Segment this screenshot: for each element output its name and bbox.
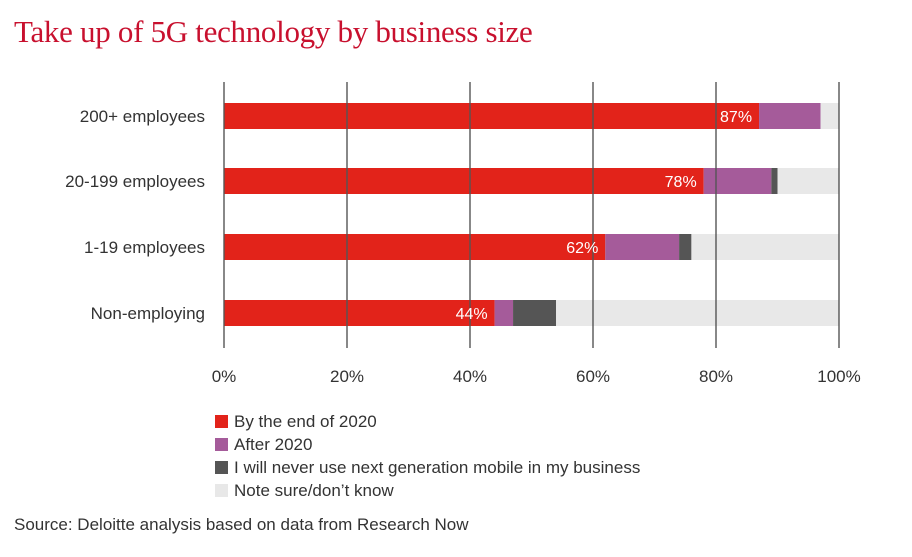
bar-20-199-employees-after-2020 (703, 168, 772, 194)
legend-label: I will never use next generation mobile … (234, 457, 641, 477)
labels-layer: 200+ employees 87% 20-199 employees 78% 1-19… (65, 107, 861, 386)
data-label-200-employees: 87% (720, 109, 752, 126)
bar-non-employing-i-will-never-use-next-generation-mobile-in-my-business (513, 300, 557, 326)
legend-item-after-2020: After 2020 (215, 433, 640, 456)
bar-1-19-employees-note-sure-don-t-know (691, 234, 839, 260)
legend-item-note-sure-don-t-know: Note sure/don’t know (215, 479, 640, 502)
category-label-1-19-employees: 1-19 employees (84, 238, 205, 257)
legend-label: Note sure/don’t know (234, 480, 394, 500)
x-tick-label-80: 80% (699, 367, 733, 386)
bar-20-199-employees-note-sure-don-t-know (777, 168, 839, 194)
x-tick-label-0: 0% (212, 367, 237, 386)
bar-non-employing-by-the-end-of-2020 (224, 300, 495, 326)
bars-layer (224, 103, 839, 326)
x-tick-label-60: 60% (576, 367, 610, 386)
legend-label: By the end of 2020 (234, 411, 377, 431)
bar-1-19-employees-by-the-end-of-2020 (224, 234, 606, 260)
grid-layer (223, 82, 840, 348)
x-tick-label-20: 20% (330, 367, 364, 386)
data-label-non-employing: 44% (456, 306, 488, 323)
legend: By the end of 2020 After 2020 I will never… (215, 410, 640, 502)
category-label-20-199-employees: 20-199 employees (65, 172, 205, 191)
legend-item-by-the-end-of-2020: By the end of 2020 (215, 410, 640, 433)
legend-item-i-will-never-use-next-generation-mobile-in-my-business: I will never use next generation mobile … (215, 456, 640, 479)
data-label-20-199-employees: 78% (665, 174, 697, 191)
chart-title: Take up of 5G technology by business siz… (14, 14, 533, 49)
x-tick-label-100: 100% (817, 367, 860, 386)
bar-non-employing-after-2020 (494, 300, 514, 326)
x-tick-label-40: 40% (453, 367, 487, 386)
bar-200-employees-after-2020 (759, 103, 821, 129)
category-label-non-employing: Non-employing (91, 304, 205, 323)
legend-swatch (215, 461, 228, 474)
legend-swatch (215, 438, 228, 451)
bar-1-19-employees-after-2020 (605, 234, 680, 260)
bar-non-employing-note-sure-don-t-know (556, 300, 839, 326)
legend-label: After 2020 (234, 434, 313, 454)
data-label-1-19-employees: 62% (566, 240, 598, 257)
bar-1-19-employees-i-will-never-use-next-generation-mobile-in-my-business (679, 234, 692, 260)
source-note: Source: Deloitte analysis based on data … (14, 515, 469, 534)
legend-swatch (215, 415, 228, 428)
category-label-200-employees: 200+ employees (80, 107, 205, 126)
bar-20-199-employees-by-the-end-of-2020 (224, 168, 704, 194)
bar-20-199-employees-i-will-never-use-next-generation-mobile-in-my-business (771, 168, 778, 194)
bar-200-employees-note-sure-don-t-know (820, 103, 839, 129)
legend-swatch (215, 484, 228, 497)
bar-200-employees-by-the-end-of-2020 (224, 103, 760, 129)
